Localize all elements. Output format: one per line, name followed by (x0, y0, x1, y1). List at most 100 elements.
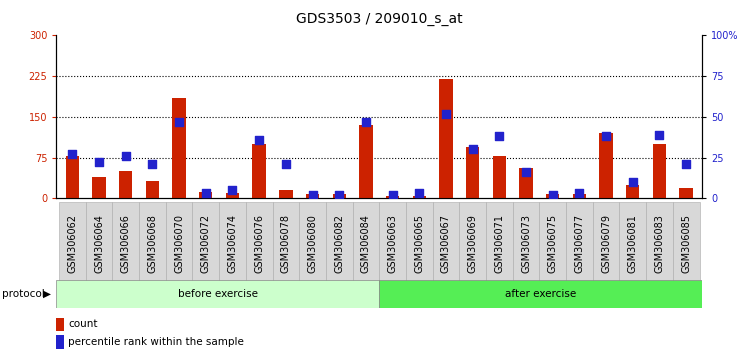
Point (600, 133, 612, 139)
Bar (59, 202, 86, 285)
Bar (92, 177, 106, 198)
Bar (653, 144, 666, 198)
Bar (65, 156, 79, 198)
Text: GSM306083: GSM306083 (654, 214, 665, 273)
Text: GSM306085: GSM306085 (681, 214, 691, 273)
Bar (86, 202, 113, 285)
Text: GSM306079: GSM306079 (601, 214, 611, 273)
Point (466, 147, 478, 152)
Text: ▶: ▶ (43, 289, 51, 299)
Bar (439, 79, 453, 198)
Text: GSM306065: GSM306065 (415, 214, 424, 273)
Text: GSM306076: GSM306076 (254, 214, 264, 273)
Text: GSM306072: GSM306072 (201, 214, 211, 273)
Text: GSM306071: GSM306071 (494, 214, 505, 273)
Bar (56, 318, 64, 331)
Point (387, 192, 399, 198)
Bar (139, 202, 166, 285)
Bar (192, 202, 219, 285)
Text: GSM306066: GSM306066 (121, 214, 131, 273)
Text: before exercise: before exercise (178, 289, 258, 299)
Text: GSM306084: GSM306084 (361, 214, 371, 273)
Text: protocol: protocol (2, 289, 45, 299)
Point (653, 132, 665, 138)
Point (119, 153, 131, 159)
Point (574, 190, 586, 196)
Bar (412, 195, 426, 198)
Bar (379, 280, 702, 308)
Point (227, 187, 239, 193)
Bar (539, 202, 566, 285)
Bar (406, 202, 433, 285)
Bar (386, 195, 400, 198)
Point (173, 119, 185, 125)
Bar (306, 194, 319, 198)
Point (413, 190, 425, 196)
Bar (199, 192, 213, 198)
Point (680, 161, 692, 167)
Bar (219, 202, 246, 285)
Bar (326, 202, 352, 285)
Text: GSM306073: GSM306073 (521, 214, 531, 273)
Text: GSM306081: GSM306081 (628, 214, 638, 273)
Text: GSM306070: GSM306070 (174, 214, 184, 273)
Bar (680, 188, 693, 198)
Text: GSM306068: GSM306068 (147, 214, 158, 273)
Bar (113, 202, 139, 285)
Text: GDS3503 / 209010_s_at: GDS3503 / 209010_s_at (296, 12, 463, 27)
Text: GSM306067: GSM306067 (441, 214, 451, 273)
Point (66, 152, 78, 157)
Point (306, 192, 318, 198)
Bar (56, 280, 379, 308)
Bar (226, 193, 239, 198)
Bar (520, 169, 532, 198)
Point (520, 169, 532, 175)
Bar (620, 202, 646, 285)
Bar (273, 202, 299, 285)
Text: GSM306074: GSM306074 (228, 214, 237, 273)
Text: GSM306080: GSM306080 (307, 214, 318, 273)
Bar (593, 202, 620, 285)
Text: GSM306062: GSM306062 (68, 214, 77, 273)
Bar (566, 202, 593, 285)
Bar (279, 190, 293, 198)
Bar (352, 202, 379, 285)
Text: GSM306063: GSM306063 (388, 214, 397, 273)
Bar (573, 194, 586, 198)
Text: GSM306077: GSM306077 (575, 214, 584, 273)
Bar (379, 202, 406, 285)
Text: count: count (68, 319, 98, 329)
Bar (433, 202, 460, 285)
Bar (56, 335, 64, 349)
Bar (513, 202, 539, 285)
Point (627, 179, 639, 185)
Point (547, 192, 559, 198)
Bar (246, 202, 273, 285)
Bar (359, 125, 372, 198)
Text: GSM306082: GSM306082 (334, 214, 344, 273)
Point (360, 119, 372, 125)
Point (440, 111, 452, 116)
Bar (546, 194, 559, 198)
Point (146, 161, 158, 167)
Point (93, 160, 105, 165)
Point (253, 137, 265, 142)
Point (493, 133, 505, 139)
Point (333, 192, 345, 198)
Text: GSM306069: GSM306069 (468, 214, 478, 273)
Text: after exercise: after exercise (505, 289, 576, 299)
Bar (466, 147, 479, 198)
Bar (486, 202, 513, 285)
Bar (173, 98, 185, 198)
Bar (166, 202, 192, 285)
Text: percentile rank within the sample: percentile rank within the sample (68, 337, 244, 347)
Text: GSM306078: GSM306078 (281, 214, 291, 273)
Text: GSM306064: GSM306064 (94, 214, 104, 273)
Bar (119, 171, 132, 198)
Bar (493, 156, 506, 198)
Bar (252, 144, 266, 198)
Point (280, 161, 292, 167)
Text: GSM306075: GSM306075 (547, 214, 558, 273)
Bar (460, 202, 486, 285)
Bar (146, 181, 159, 198)
